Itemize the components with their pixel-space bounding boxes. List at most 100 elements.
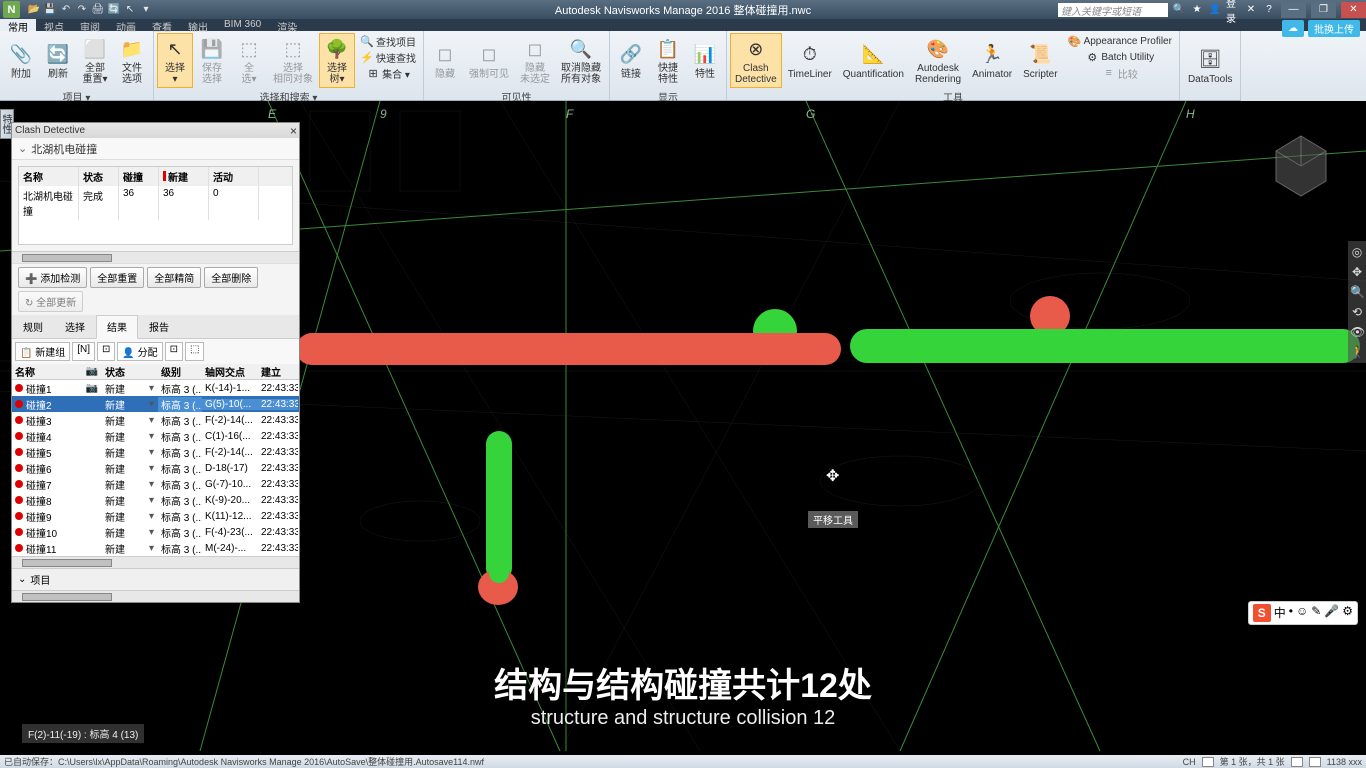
ribbon-small-button[interactable]: ⚙Batch Utility: [1064, 49, 1176, 65]
results-toolbar-button[interactable]: ⊡: [165, 342, 183, 361]
search-icon[interactable]: 🔍: [1172, 3, 1186, 17]
qat-more-icon[interactable]: ▾: [139, 3, 153, 17]
ribbon-small-button[interactable]: ⊞集合 ▾: [356, 65, 420, 81]
results-row[interactable]: 碰撞6新建▾标高 3 (...D-18(-17)22:43:33: [12, 460, 299, 476]
ime-emoji-icon[interactable]: ☺: [1296, 604, 1308, 622]
results-header-cell[interactable]: 📷: [82, 366, 102, 377]
panel-titlebar[interactable]: Clash Detective ×: [12, 123, 299, 138]
maximize-button[interactable]: ❐: [1311, 2, 1336, 18]
ime-punct[interactable]: •: [1289, 604, 1293, 622]
results-row[interactable]: 碰撞9新建▾标高 3 (...K(11)-12...22:43:33: [12, 508, 299, 524]
ribbon-button[interactable]: 📐Quantification: [838, 33, 909, 88]
results-row[interactable]: 碰撞11新建▾标高 3 (...M(-24)-...22:43:33: [12, 540, 299, 556]
results-toolbar-button[interactable]: ⬚: [185, 342, 204, 361]
summary-header-cell[interactable]: 名称: [19, 167, 79, 186]
ribbon-button[interactable]: 📊特性: [687, 33, 723, 88]
help-search-input[interactable]: 键入关键字或短语: [1058, 3, 1168, 17]
ribbon-tab-7[interactable]: 渲染: [269, 19, 305, 31]
results-row[interactable]: 碰撞8新建▾标高 3 (...K(-9)-20...22:43:33: [12, 492, 299, 508]
login-label[interactable]: 登录: [1226, 3, 1240, 17]
qat-save-icon[interactable]: 💾: [43, 3, 57, 17]
panel-test-header[interactable]: ⌄ 北湖机电碰撞: [12, 138, 299, 160]
panel-close-icon[interactable]: ×: [290, 124, 297, 138]
panel-button[interactable]: 全部精简: [147, 267, 201, 288]
ribbon-button[interactable]: 🗄DataTools: [1183, 33, 1237, 98]
status-lang[interactable]: CH: [1183, 757, 1196, 767]
close-button[interactable]: ✕: [1341, 2, 1366, 18]
ime-toolbar[interactable]: S 中 • ☺ ✎ 🎤 ⚙: [1248, 601, 1358, 625]
upload-button[interactable]: 批换上传: [1308, 20, 1360, 37]
qat-undo-icon[interactable]: ↶: [59, 3, 73, 17]
status-box-icon[interactable]: [1202, 757, 1214, 767]
ribbon-tab-0[interactable]: 常用: [0, 19, 36, 31]
minimize-button[interactable]: —: [1281, 2, 1306, 18]
ribbon-tab-1[interactable]: 视点: [36, 19, 72, 31]
ribbon-button[interactable]: 🔄刷新: [40, 33, 76, 88]
qat-redo-icon[interactable]: ↷: [75, 3, 89, 17]
status-dropdown-icon[interactable]: ▾: [146, 495, 158, 506]
user-icon[interactable]: 👤: [1208, 3, 1222, 17]
panel-tab[interactable]: 报告: [138, 315, 180, 338]
ribbon-tab-5[interactable]: 输出: [180, 19, 216, 31]
status-dropdown-icon[interactable]: ▾: [146, 463, 158, 474]
ribbon-small-button[interactable]: ⚡快速查找: [356, 49, 420, 65]
ribbon-button[interactable]: 📁文件 选项: [114, 33, 150, 88]
ime-pen-icon[interactable]: ✎: [1311, 604, 1321, 622]
ribbon-tab-4[interactable]: 查看: [144, 19, 180, 31]
results-header-cell[interactable]: 名称: [12, 364, 82, 379]
status-dropdown-icon[interactable]: ▾: [146, 399, 158, 410]
panel-footer[interactable]: ⌄ 项目: [12, 568, 299, 590]
nav-pan-icon[interactable]: ✥: [1350, 265, 1364, 279]
ribbon-button[interactable]: ↖选择 ▾: [157, 33, 193, 88]
panel-tab[interactable]: 规则: [12, 315, 54, 338]
panel-button[interactable]: 全部删除: [204, 267, 258, 288]
status-dropdown-icon[interactable]: ▾: [146, 383, 158, 394]
results-row[interactable]: 碰撞1📷新建▾标高 3 (...K(-14)-1...22:43:33: [12, 380, 299, 396]
nav-look-icon[interactable]: 👁: [1350, 325, 1364, 339]
nav-orbit-icon[interactable]: ⟲: [1350, 305, 1364, 319]
ribbon-small-button[interactable]: 🔍查找项目: [356, 33, 420, 49]
ime-lang[interactable]: 中: [1274, 604, 1286, 622]
results-toolbar-button[interactable]: 📋 新建组: [15, 342, 70, 361]
status-mem-icon[interactable]: [1309, 757, 1321, 767]
cloud-button[interactable]: ☁: [1282, 20, 1304, 37]
results-toolbar-button[interactable]: [N]: [72, 342, 95, 361]
panel-button[interactable]: 全部重置: [90, 267, 144, 288]
status-dropdown-icon[interactable]: ▾: [146, 543, 158, 554]
ribbon-button[interactable]: 🌳选择 树▾: [319, 33, 355, 88]
ime-gear-icon[interactable]: ⚙: [1342, 604, 1353, 622]
summary-header-cell[interactable]: 活动: [209, 167, 259, 186]
results-toolbar-button[interactable]: ⊡: [97, 342, 115, 361]
help-icon[interactable]: ?: [1262, 3, 1276, 17]
ribbon-tab-6[interactable]: BIM 360: [216, 19, 269, 31]
summary-row[interactable]: 北湖机电碰撞完成36360: [19, 186, 292, 220]
status-dropdown-icon[interactable]: ▾: [146, 431, 158, 442]
ribbon-button[interactable]: 📋快捷 特性: [650, 33, 686, 88]
ime-logo-icon[interactable]: S: [1253, 604, 1271, 622]
results-toolbar-button[interactable]: 👤 分配: [117, 342, 162, 361]
results-row[interactable]: 碰撞7新建▾标高 3 (...G(-7)-10...22:43:33: [12, 476, 299, 492]
ribbon-button[interactable]: 📜Scripter: [1018, 33, 1062, 88]
summary-header-cell[interactable]: 状态: [79, 167, 119, 186]
ribbon-tab-3[interactable]: 动画: [108, 19, 144, 31]
summary-scrollbar[interactable]: [12, 251, 299, 263]
summary-header-cell[interactable]: 碰撞: [119, 167, 159, 186]
panel-tab[interactable]: 选择: [54, 315, 96, 338]
results-row[interactable]: 碰撞3新建▾标高 3 (...F(-2)-14(...22:43:33: [12, 412, 299, 428]
qat-print-icon[interactable]: 🖨: [91, 3, 105, 17]
status-dropdown-icon[interactable]: ▾: [146, 479, 158, 490]
ribbon-button[interactable]: 🔍取消隐藏 所有对象: [556, 33, 606, 88]
results-row[interactable]: 碰撞5新建▾标高 3 (...F(-2)-14(...22:43:33: [12, 444, 299, 460]
camera-cell[interactable]: 📷: [82, 383, 102, 394]
ribbon-button[interactable]: 📎附加: [3, 33, 39, 88]
status-dropdown-icon[interactable]: ▾: [146, 415, 158, 426]
ribbon-button[interactable]: ⬜全部 重置▾: [77, 33, 113, 88]
results-header-cell[interactable]: 建立: [258, 364, 298, 379]
ribbon-button[interactable]: 🏃Animator: [967, 33, 1017, 88]
results-row[interactable]: 碰撞2新建▾标高 3 (...G(5)-10(...22:43:33: [12, 396, 299, 412]
ribbon-button[interactable]: ⏱TimeLiner: [783, 33, 837, 88]
results-header-cell[interactable]: 轴网交点: [202, 364, 258, 379]
ribbon-button[interactable]: 🔗链接: [613, 33, 649, 88]
panel-tab[interactable]: 结果: [96, 315, 138, 339]
results-header-cell[interactable]: 级别: [158, 364, 202, 379]
